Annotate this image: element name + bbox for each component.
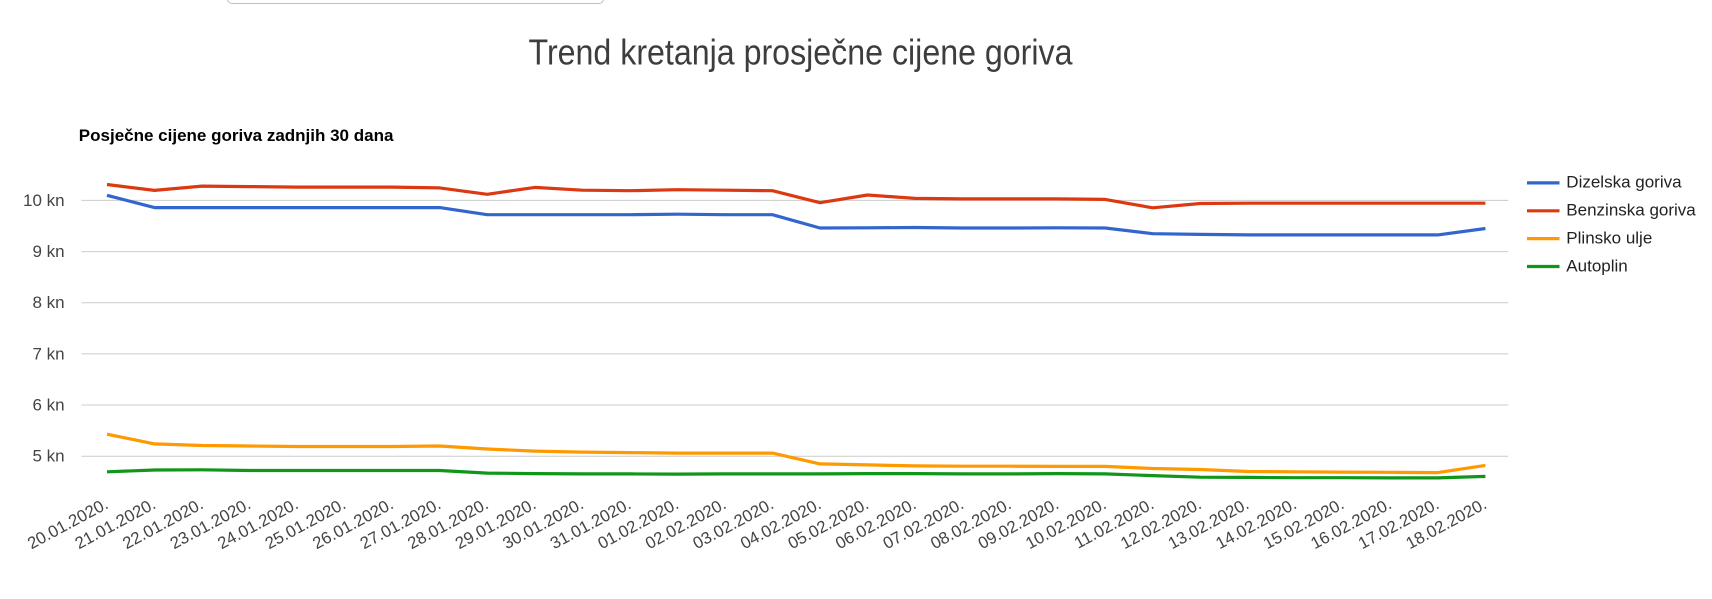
- svg-text:7 kn: 7 kn: [32, 344, 64, 363]
- svg-text:9 kn: 9 kn: [32, 242, 64, 261]
- svg-text:8 kn: 8 kn: [32, 293, 64, 312]
- svg-text:Dizelska goriva: Dizelska goriva: [1566, 173, 1682, 192]
- svg-text:Trend kretanja prosječne cijen: Trend kretanja prosječne cijene goriva: [529, 31, 1074, 72]
- svg-text:Plinsko ulje: Plinsko ulje: [1566, 228, 1652, 247]
- svg-text:Autoplin: Autoplin: [1566, 256, 1627, 275]
- svg-text:Posječne cijene goriva zadnjih: Posječne cijene goriva zadnjih 30 dana: [79, 126, 394, 145]
- svg-text:6 kn: 6 kn: [32, 395, 64, 414]
- svg-text:Benzinska goriva: Benzinska goriva: [1566, 201, 1696, 220]
- svg-text:10 kn: 10 kn: [23, 191, 65, 210]
- svg-text:5 kn: 5 kn: [32, 447, 64, 466]
